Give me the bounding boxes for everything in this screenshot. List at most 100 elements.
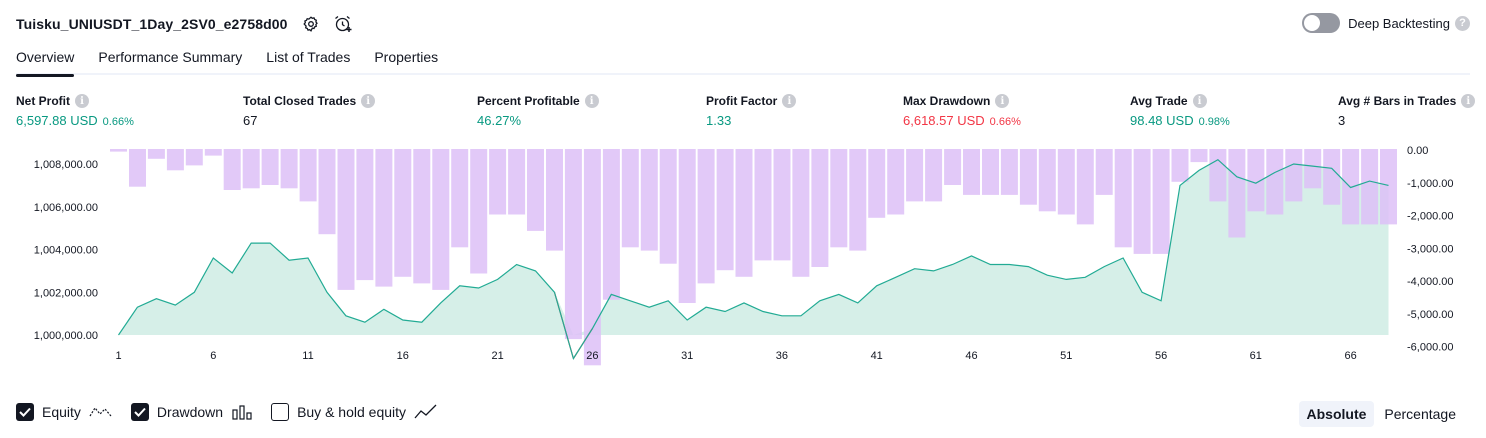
stat-profit-factor: Profit Factor i 1.33 — [706, 93, 797, 128]
stat-label: Avg # Bars in Trades — [1338, 94, 1457, 108]
drawdown-bar — [792, 149, 810, 277]
x-axis-tick-label: 36 — [776, 350, 788, 362]
drawdown-bar — [963, 149, 980, 195]
right-axis-tick-label: -4,000.00 — [1407, 276, 1453, 288]
drawdown-bar — [1285, 149, 1303, 202]
stats-row: Net Profit i 6,597.88 USD 0.66% Total Clos… — [0, 93, 1486, 133]
stat-label: Max Drawdown — [903, 94, 991, 108]
equity-label: Equity — [42, 404, 81, 420]
buy-hold-checkbox[interactable] — [271, 403, 290, 421]
stat-label: Avg Trade — [1130, 94, 1188, 108]
stat-value: 6,597.88 USD — [16, 113, 98, 128]
drawdown-bar — [1266, 149, 1284, 215]
drawdown-bar — [204, 149, 222, 156]
stat-net-profit: Net Profit i 6,597.88 USD 0.66% — [16, 93, 134, 128]
tab-overview[interactable]: Overview — [16, 44, 75, 77]
drawdown-bar — [849, 149, 867, 251]
drawdown-bar — [451, 149, 469, 248]
stat-avg-trade: Avg Trade i 98.48 USD 0.98% — [1130, 93, 1230, 128]
drawdown-bar — [166, 149, 184, 171]
right-axis-tick-label: -6,000.00 — [1407, 342, 1453, 354]
right-axis-tick-label: -5,000.00 — [1407, 309, 1453, 321]
drawdown-bar — [1038, 149, 1056, 212]
info-icon[interactable]: i — [584, 94, 599, 108]
drawdown-bar — [1380, 149, 1397, 225]
drawdown-bar — [925, 149, 943, 202]
drawdown-bar — [564, 149, 582, 340]
drawdown-bar — [1247, 149, 1265, 212]
drawdown-bar — [110, 149, 127, 152]
right-axis-tick-label: -1,000.00 — [1407, 178, 1453, 190]
drawdown-bar — [697, 149, 715, 284]
deep-backtesting-toggle[interactable] — [1302, 13, 1341, 33]
right-axis-tick-label: 0.00 — [1407, 145, 1428, 157]
drawdown-bar — [906, 149, 924, 202]
drawdown-bar — [716, 149, 734, 271]
x-axis-tick-label: 1 — [115, 350, 121, 362]
info-icon[interactable]: i — [361, 94, 376, 108]
stat-avg-bars-in-trades: Avg # Bars in Trades i 3 — [1338, 93, 1476, 128]
drawdown-bar — [261, 149, 279, 185]
drawdown-bar — [1152, 149, 1170, 254]
stat-label: Profit Factor — [706, 94, 778, 108]
legend-buy-hold[interactable]: Buy & hold equity — [271, 403, 438, 421]
x-axis-tick-label: 21 — [491, 350, 503, 362]
info-icon[interactable]: i — [782, 94, 797, 108]
equity-checkbox[interactable] — [16, 403, 34, 421]
absolute-button[interactable]: Absolute — [1298, 401, 1375, 427]
percentage-button[interactable]: Percentage — [1384, 406, 1456, 422]
drawdown-bar — [1323, 149, 1341, 205]
equity-drawdown-chart[interactable]: 1,000,000.00 1,002,000.00 1,004,000.00 1,00… — [0, 140, 1486, 375]
stat-value: 1.33 — [706, 113, 732, 128]
drawdown-bar — [432, 149, 450, 290]
equity-area — [118, 159, 1389, 335]
tab-performance-summary[interactable]: Performance Summary — [98, 49, 243, 65]
drawdown-bar — [375, 149, 393, 287]
legend-equity[interactable]: Equity — [16, 403, 113, 421]
left-axis-tick-label: 1,006,000.00 — [34, 202, 98, 214]
drawdown-bar — [811, 149, 829, 267]
drawdown-bar — [754, 149, 772, 261]
drawdown-bar — [356, 149, 374, 281]
drawdown-bar — [944, 149, 962, 185]
drawdown-bar — [1190, 149, 1208, 163]
drawdown-bar — [583, 149, 601, 366]
stat-value: 67 — [243, 113, 258, 128]
drawdown-bar — [147, 149, 165, 159]
drawdown-bar — [185, 149, 203, 166]
x-axis-tick-label: 46 — [965, 350, 977, 362]
tab-list-of-trades[interactable]: List of Trades — [266, 49, 351, 65]
drawdown-bar — [1095, 149, 1113, 195]
info-icon[interactable]: i — [1192, 94, 1207, 108]
right-axis-tick-label: -3,000.00 — [1407, 243, 1453, 255]
stat-percent: 0.66% — [102, 116, 134, 128]
legend-drawdown[interactable]: Drawdown — [130, 403, 253, 421]
equity-line-icon — [89, 404, 113, 420]
settings-icon[interactable] — [300, 13, 322, 35]
drawdown-checkbox[interactable] — [130, 403, 149, 421]
info-icon[interactable]: i — [1461, 94, 1476, 108]
info-icon[interactable]: i — [995, 94, 1010, 108]
x-axis-tick-label: 11 — [302, 350, 313, 362]
equity-line — [118, 158, 1389, 360]
drawdown-bar — [1057, 149, 1075, 215]
drawdown-bar — [868, 149, 886, 218]
stat-percent: 0.66% — [989, 116, 1021, 128]
x-axis-tick-label: 41 — [871, 350, 883, 362]
drawdown-bar — [1000, 149, 1018, 195]
drawdown-bar — [659, 149, 677, 264]
drawdown-bar — [1076, 149, 1094, 225]
drawdown-bar — [129, 149, 146, 187]
stat-percent: 0.98% — [1198, 116, 1230, 128]
help-icon[interactable]: ? — [1455, 15, 1470, 31]
strategy-header: Tuisku_UNIUSDT_1Day_2SV0_e2758d00 — [16, 12, 354, 36]
info-icon[interactable]: i — [75, 94, 89, 108]
x-axis-tick-label: 16 — [397, 350, 409, 362]
drawdown-bar — [489, 149, 507, 215]
drawdown-bar — [1019, 149, 1037, 205]
left-axis-tick-label: 1,008,000.00 — [34, 159, 98, 171]
stat-value: 46.27% — [477, 113, 522, 128]
tab-properties[interactable]: Properties — [374, 49, 439, 65]
add-alert-icon[interactable] — [332, 13, 354, 35]
x-axis-tick-label: 31 — [681, 350, 693, 362]
